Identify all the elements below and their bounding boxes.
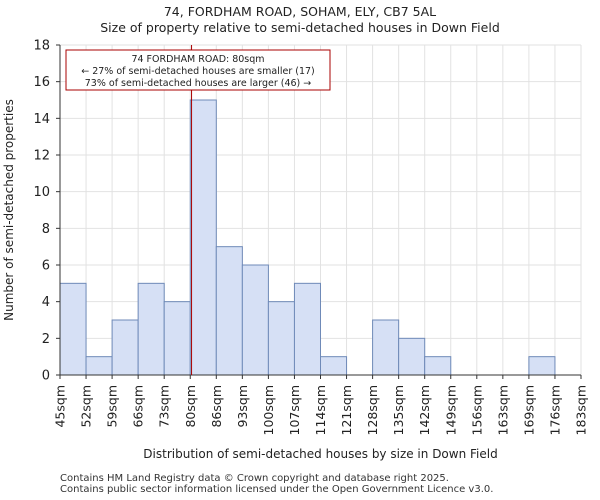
footer-licence: Contains public sector information licen…: [60, 484, 494, 495]
x-tick-label: 86sqm: [209, 385, 224, 428]
x-tick-label: 66sqm: [131, 385, 146, 428]
x-ticks: 45sqm 52sqm 59sqm 66sqm 73sqm 80sqm 86sqm 93sqm…: [53, 375, 589, 435]
bar-169sqm: [528, 356, 556, 376]
y-tick-label: 6: [42, 259, 50, 274]
x-tick-label: 59sqm: [105, 385, 120, 428]
annotation-frame: [65, 49, 331, 91]
x-tick-label: 149sqm: [443, 385, 458, 435]
x-tick-label: 80sqm: [183, 385, 198, 428]
chart-title: 74, FORDHAM ROAD, SOHAM, ELY, CB7 5AL: [163, 4, 437, 19]
bar-114sqm: [320, 356, 348, 376]
bar-66sqm: [137, 282, 165, 376]
annotation-line-3: 73% of semi-detached houses are larger (…: [85, 78, 312, 89]
x-tick-label: 169sqm: [521, 385, 536, 435]
annotation-line-1: 74 FORDHAM ROAD: 80sqm: [131, 54, 264, 65]
y-tick-label: 18: [33, 39, 50, 54]
x-tick-label: 73sqm: [157, 385, 172, 428]
bar-93sqm: [241, 264, 269, 376]
x-tick-label: 45sqm: [53, 385, 68, 428]
y-tick-label: 4: [42, 295, 50, 310]
x-tick-label: 156sqm: [469, 385, 484, 435]
x-axis-label: Distribution of semi-detached houses by …: [143, 447, 497, 461]
x-tick-label: 93sqm: [235, 385, 250, 428]
x-tick-label: 121sqm: [339, 385, 354, 435]
annotation-line-2: ← 27% of semi-detached houses are smalle…: [81, 66, 315, 77]
x-tick-label: 163sqm: [495, 385, 510, 435]
x-tick-label: 135sqm: [391, 385, 406, 435]
bar-100sqm: [267, 301, 295, 376]
bar-73sqm: [163, 301, 191, 376]
x-tick-label: 107sqm: [287, 385, 302, 435]
bar-80sqm: [189, 99, 217, 376]
bar-45sqm: [59, 282, 87, 376]
bar-142sqm: [424, 356, 452, 376]
y-ticks: 0 2 4 6 8 10 12 14 16 18: [33, 39, 60, 384]
y-tick-label: 10: [33, 185, 50, 200]
x-tick-label: 52sqm: [79, 385, 94, 428]
bar-86sqm: [215, 246, 243, 376]
x-tick-label: 142sqm: [417, 385, 432, 435]
x-tick-label: 114sqm: [313, 385, 328, 435]
annotation-box: 74 FORDHAM ROAD: 80sqm ← 27% of semi-det…: [65, 49, 331, 91]
x-tick-label: 100sqm: [261, 385, 276, 435]
chart-subtitle: Size of property relative to semi-detach…: [100, 20, 500, 35]
bar-59sqm: [111, 319, 139, 376]
y-tick-label: 0: [42, 369, 50, 384]
y-tick-label: 8: [42, 222, 50, 237]
footer-copyright: Contains HM Land Registry data © Crown c…: [60, 473, 449, 484]
y-tick-label: 12: [33, 149, 50, 164]
x-tick-label: 183sqm: [574, 385, 589, 435]
bars: [59, 99, 556, 376]
y-axis-label: Number of semi-detached properties: [2, 99, 16, 321]
bar-135sqm: [398, 337, 426, 376]
x-tick-label: 176sqm: [547, 385, 562, 435]
y-tick-label: 14: [33, 112, 50, 127]
bar-52sqm: [85, 356, 113, 376]
y-tick-label: 2: [42, 332, 50, 347]
bar-128sqm: [372, 319, 400, 376]
y-tick-label: 16: [33, 75, 50, 90]
bar-107sqm: [293, 282, 322, 376]
x-tick-label: 128sqm: [365, 385, 380, 435]
